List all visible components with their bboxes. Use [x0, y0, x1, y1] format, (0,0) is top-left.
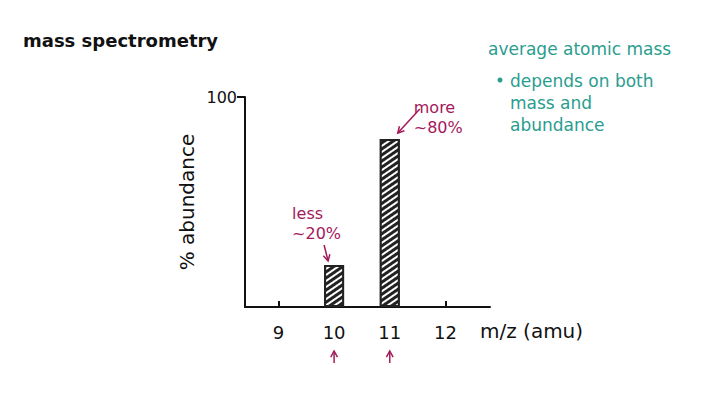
svg-text:less: less	[292, 204, 323, 223]
svg-text:~80%: ~80%	[414, 118, 463, 137]
svg-text:m/z (amu): m/z (amu)	[480, 319, 583, 343]
svg-text:average atomic mass: average atomic mass	[488, 39, 671, 59]
svg-text:more: more	[414, 98, 455, 117]
svg-text:depends on both: depends on both	[510, 71, 659, 91]
svg-text:10: 10	[323, 322, 346, 343]
svg-text:11: 11	[378, 322, 401, 343]
svg-text:~20%: ~20%	[292, 224, 341, 243]
svg-text:9: 9	[273, 322, 284, 343]
svg-text:mass and: mass and	[510, 93, 597, 113]
svg-text:100: 100	[206, 88, 237, 107]
svg-text:12: 12	[434, 322, 457, 343]
svg-text:mass spectrometry: mass spectrometry	[23, 30, 218, 51]
svg-text:abundance: abundance	[510, 115, 605, 135]
svg-text:% abundance: % abundance	[175, 134, 199, 271]
